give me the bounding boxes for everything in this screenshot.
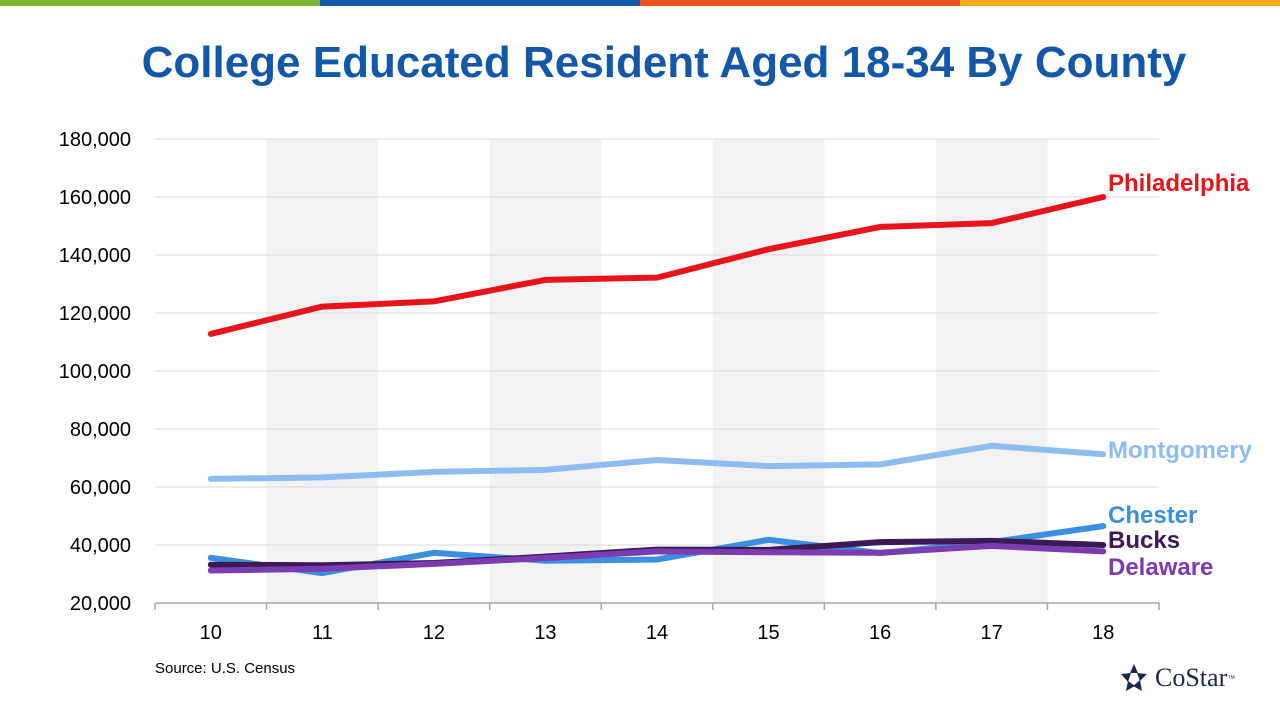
x-tick-label: 16 <box>869 622 891 644</box>
y-tick-label: 160,000 <box>59 187 131 209</box>
x-tick-label: 14 <box>646 622 668 644</box>
source-note: Source: U.S. Census <box>155 660 296 677</box>
y-tick-label: 100,000 <box>59 361 131 383</box>
y-tick-label: 60,000 <box>70 477 131 499</box>
top-bar-segment-yellow <box>960 0 1280 6</box>
x-tick-label: 15 <box>757 622 779 644</box>
x-tick-label: 18 <box>1092 622 1114 644</box>
top-bar-segment-blue <box>320 0 640 6</box>
costar-logo: CoStar ™ <box>1119 663 1235 693</box>
x-tick-label: 10 <box>200 622 222 644</box>
top-color-bar <box>0 0 1280 6</box>
top-bar-segment-green <box>0 0 320 6</box>
x-tick-label: 13 <box>534 622 556 644</box>
y-tick-label: 120,000 <box>59 303 131 325</box>
series-label-chester: Chester <box>1108 502 1197 529</box>
y-tick-label: 80,000 <box>70 419 131 441</box>
x-tick-label: 11 <box>312 622 333 644</box>
series-line-philadelphia <box>207 194 1107 337</box>
y-tick-label: 180,000 <box>59 129 131 151</box>
series-label-delaware: Delaware <box>1108 554 1213 581</box>
series-label-philadelphia: Philadelphia <box>1108 170 1250 197</box>
logo-text: CoStar <box>1155 663 1228 692</box>
x-tick-label: 12 <box>423 622 445 644</box>
y-tick-label: 40,000 <box>70 535 131 557</box>
logo-trademark: ™ <box>1227 673 1236 683</box>
series-line-montgomery <box>207 442 1107 482</box>
y-tick-label: 20,000 <box>70 593 131 615</box>
costar-star-icon <box>1121 664 1147 691</box>
page-title: College Educated Resident Aged 18-34 By … <box>141 38 1187 87</box>
series-label-bucks: Bucks <box>1108 527 1180 554</box>
top-bar-segment-orange <box>640 0 960 6</box>
series-line-delaware <box>207 542 1107 574</box>
y-tick-label: 140,000 <box>59 245 131 267</box>
x-tick-label: 17 <box>981 622 1003 644</box>
series-label-montgomery: Montgomery <box>1108 437 1253 464</box>
